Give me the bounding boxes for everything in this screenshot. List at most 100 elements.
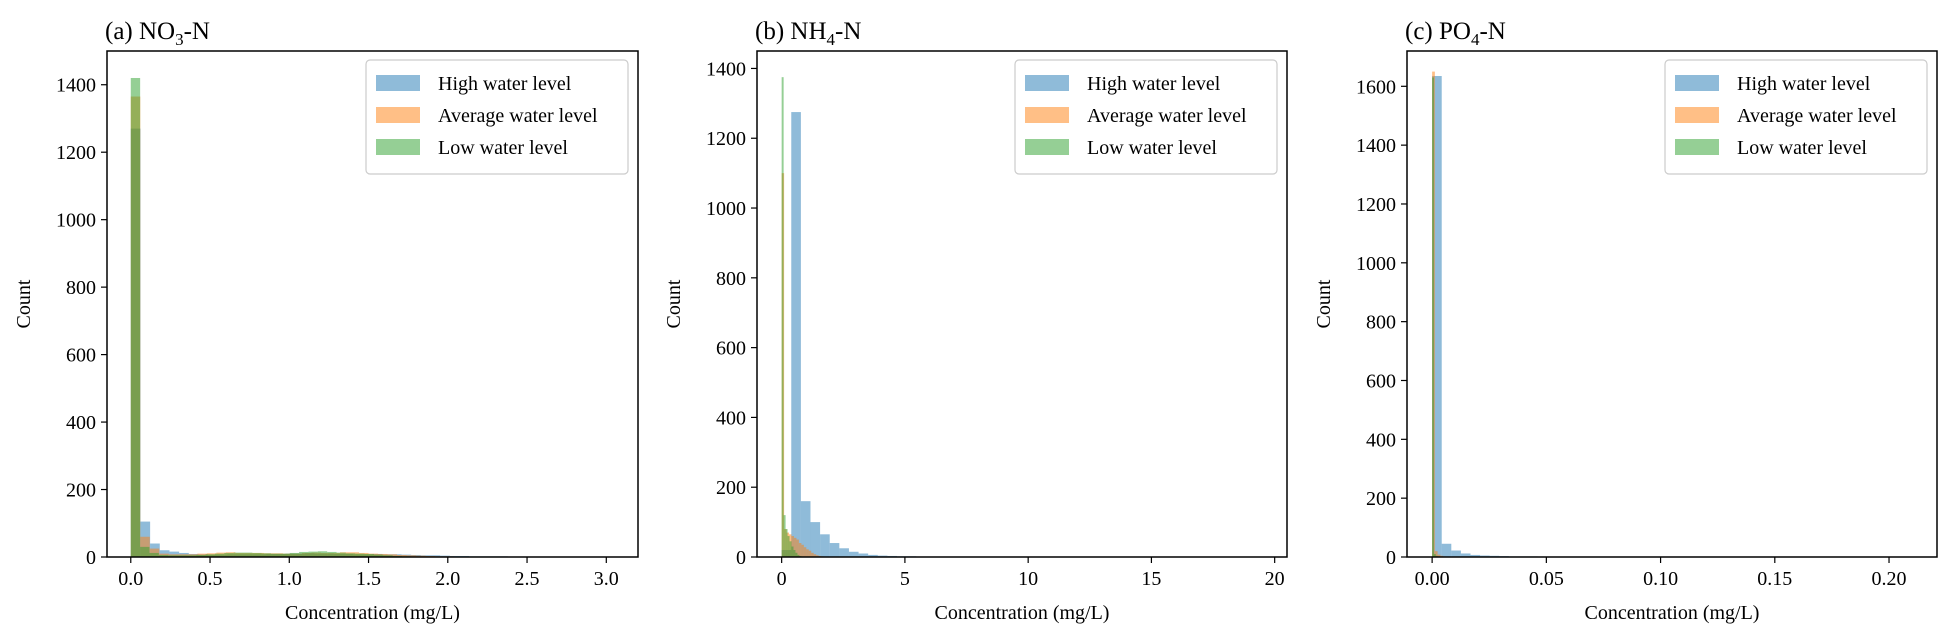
legend-label: Low water level xyxy=(1737,137,1867,159)
x-tick-label: 0.15 xyxy=(1757,568,1792,590)
axes-frame xyxy=(756,50,1288,558)
panel-title: (b) NH4-N xyxy=(755,18,861,49)
legend-label: High water level xyxy=(438,73,572,95)
y-tick-label: 400 xyxy=(1366,429,1396,451)
legend: High water level Average water level Low w… xyxy=(365,59,629,175)
y-tick-label: 1400 xyxy=(1356,135,1396,157)
histogram-bar-average xyxy=(798,543,802,557)
histogram-bar-low xyxy=(130,77,141,558)
histogram-bar-high xyxy=(829,543,840,557)
histogram-bar-average xyxy=(811,552,814,557)
histogram-bar-low xyxy=(1432,77,1434,557)
x-tick-label: 2.0 xyxy=(435,568,460,590)
histogram-bar-average xyxy=(816,555,819,557)
y-tick-label: 1000 xyxy=(706,198,746,220)
panel-title: (a) NO3-N xyxy=(105,18,210,49)
x-tick-label: 0 xyxy=(777,568,787,590)
y-axis-label: Count xyxy=(13,279,35,328)
x-tick-label: 10 xyxy=(1018,568,1038,590)
histogram-bar-low xyxy=(336,552,346,557)
legend-label: Average water level xyxy=(438,105,598,127)
histogram-bar-average xyxy=(808,550,812,557)
x-tick-label: 15 xyxy=(1141,568,1161,590)
x-tick-label: 20 xyxy=(1265,568,1285,590)
axes-frame xyxy=(1406,50,1938,558)
histogram-bar-average xyxy=(796,539,799,557)
legend: High water level Average water level Low w… xyxy=(1664,59,1928,175)
histogram-bar-high xyxy=(820,534,830,557)
histogram-bar-average xyxy=(793,537,797,557)
histogram-bar-low xyxy=(791,546,794,557)
legend-swatch-average xyxy=(1025,107,1069,123)
legend-swatch-high xyxy=(376,75,420,91)
histogram-bar-low xyxy=(149,552,159,557)
histogram-bar-low xyxy=(781,77,784,558)
legend-label: High water level xyxy=(1087,73,1221,95)
x-axis-label: Concentration (mg/L) xyxy=(285,602,460,624)
x-tick-label: 5 xyxy=(900,568,910,590)
y-tick-label: 1400 xyxy=(706,58,746,80)
histogram-bar-low xyxy=(373,554,384,557)
x-tick-label: 0.20 xyxy=(1872,568,1907,590)
y-tick-label: 400 xyxy=(716,407,746,429)
histogram-bar-high xyxy=(848,551,859,557)
x-tick-label: 0.10 xyxy=(1643,568,1678,590)
histogram-bar-low xyxy=(214,553,225,557)
histogram-bar-average xyxy=(813,554,817,557)
histogram-bar-average xyxy=(1434,551,1438,557)
histogram-bar-low xyxy=(158,554,169,557)
y-axis-label: Count xyxy=(663,279,685,328)
histogram-bar-low xyxy=(783,515,786,557)
histogram-bar-high xyxy=(800,501,811,557)
histogram-bar-high xyxy=(1441,543,1452,557)
y-tick-label: 0 xyxy=(736,547,746,569)
y-tick-label: 1200 xyxy=(56,142,96,164)
x-tick-label: 0.5 xyxy=(198,568,223,590)
legend-swatch-low xyxy=(1025,139,1069,155)
histogram-bar-average xyxy=(806,549,809,557)
x-tick-label: 0.05 xyxy=(1529,568,1564,590)
legend-swatch-high xyxy=(1025,75,1069,91)
y-tick-label: 1600 xyxy=(1356,76,1396,98)
histogram-bar-low xyxy=(797,554,800,557)
histogram-bar-low xyxy=(233,552,243,557)
histogram-bar-high xyxy=(1432,76,1442,557)
histogram-bar-average xyxy=(1437,554,1441,557)
y-tick-label: 1000 xyxy=(56,210,96,232)
y-tick-label: 200 xyxy=(66,480,96,502)
legend-swatch-low xyxy=(1675,139,1719,155)
legend-swatch-average xyxy=(1675,107,1719,123)
histogram-bar-low xyxy=(168,555,178,557)
histogram-bar-low xyxy=(289,552,300,557)
y-tick-label: 800 xyxy=(1366,312,1396,334)
legend-label: Average water level xyxy=(1737,105,1897,127)
legend-label: High water level xyxy=(1737,73,1871,95)
histogram-bar-average xyxy=(803,547,807,557)
axes-frame xyxy=(106,50,639,558)
y-tick-label: 600 xyxy=(1366,370,1396,392)
histogram-bar-low xyxy=(186,555,197,557)
y-tick-label: 600 xyxy=(66,345,96,367)
histogram-bar-low xyxy=(140,546,150,557)
x-tick-label: 1.0 xyxy=(277,568,302,590)
histogram-bar-low xyxy=(271,553,281,557)
histogram-bar-low xyxy=(795,552,798,557)
x-tick-label: 3.0 xyxy=(594,568,619,590)
y-tick-label: 600 xyxy=(716,338,746,360)
histogram-bar-low xyxy=(345,553,356,557)
legend-label: Low water level xyxy=(438,137,568,159)
histogram-bar-low xyxy=(355,553,365,557)
histogram-bar-low xyxy=(196,554,206,557)
histogram-bar-high xyxy=(1470,554,1481,557)
histogram-bar-low xyxy=(224,552,234,557)
y-tick-label: 200 xyxy=(716,477,746,499)
histogram-bar-low xyxy=(299,551,309,557)
histogram-bar-average xyxy=(406,555,417,557)
histogram-bar-high xyxy=(868,554,878,557)
x-tick-label: 0.0 xyxy=(118,568,143,590)
histogram-bar-low xyxy=(789,541,792,557)
histogram-bar-low xyxy=(383,555,393,557)
histogram-bar-high xyxy=(1460,553,1471,557)
legend-box xyxy=(1664,59,1928,175)
legend-label: Low water level xyxy=(1087,137,1217,159)
